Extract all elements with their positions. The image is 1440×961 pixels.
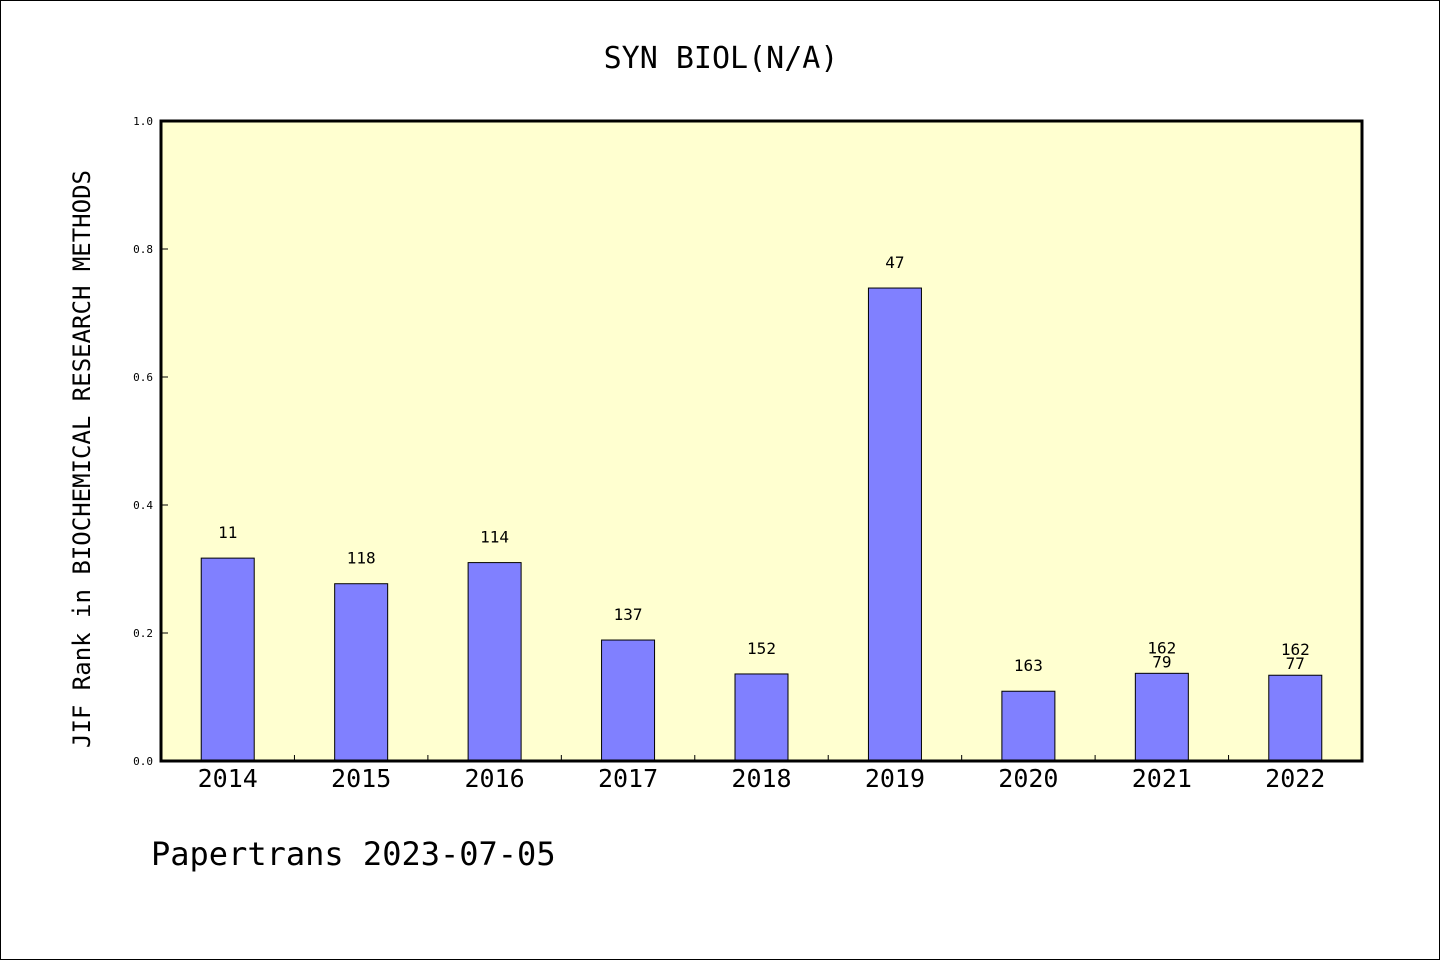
bar-2017 — [601, 639, 656, 762]
x-tick-label: 2020 — [998, 764, 1058, 793]
chart-title: SYN BIOL(N/A) — [604, 41, 839, 76]
y-tick-label: 1.0 — [133, 115, 153, 128]
bar-2020 — [1001, 690, 1056, 762]
bar-data-label: 137 — [614, 605, 643, 624]
axis-layer: 0.0 0.2 0.4 0.6 0.8 1.0 2014 2015 2016 2017 2018 20… — [133, 115, 1325, 793]
bar-data-label: 114 — [480, 528, 509, 547]
x-tick-label: 2022 — [1265, 764, 1325, 793]
x-tick-label: 2016 — [465, 764, 525, 793]
bar-2016 — [467, 562, 522, 762]
x-tick-label: 2017 — [598, 764, 658, 793]
bar-data-label: 162 — [1281, 640, 1310, 659]
y-tick-label: 0.4 — [133, 499, 153, 512]
bar-data-label: 79 — [1152, 652, 1171, 671]
plot-border — [159, 119, 1364, 763]
bar-data-label: 162 — [1147, 638, 1176, 657]
x-tick-label: 2019 — [865, 764, 925, 793]
y-tick-label: 0.0 — [133, 755, 153, 768]
bar-2018 — [734, 673, 789, 762]
bar-data-label: 152 — [747, 639, 776, 658]
x-tick-label: 2014 — [198, 764, 258, 793]
footer-credit: Papertrans 2023-07-05 — [151, 835, 556, 873]
bar-data-label: 47 — [885, 253, 904, 272]
y-tick-label: 0.8 — [133, 243, 153, 256]
bar-data-label: 163 — [1014, 656, 1043, 675]
bar-data-label: 11 — [218, 523, 237, 542]
x-tick-label: 2015 — [331, 764, 391, 793]
y-tick-label: 0.2 — [133, 627, 153, 640]
bar-2021 — [1134, 672, 1189, 762]
x-tick-label: 2018 — [731, 764, 791, 793]
x-tick-label: 2021 — [1132, 764, 1192, 793]
bar-2015 — [334, 583, 389, 762]
y-axis-label: JIF Rank in BIOCHEMICAL RESEARCH METHODS — [68, 170, 96, 748]
bar-data-label: 77 — [1286, 654, 1305, 673]
bar-2019 — [867, 287, 922, 762]
bar-data-label: 118 — [347, 549, 376, 568]
bar-2022 — [1268, 674, 1323, 762]
y-tick-label: 0.6 — [133, 371, 153, 384]
bar-2014 — [200, 557, 255, 762]
